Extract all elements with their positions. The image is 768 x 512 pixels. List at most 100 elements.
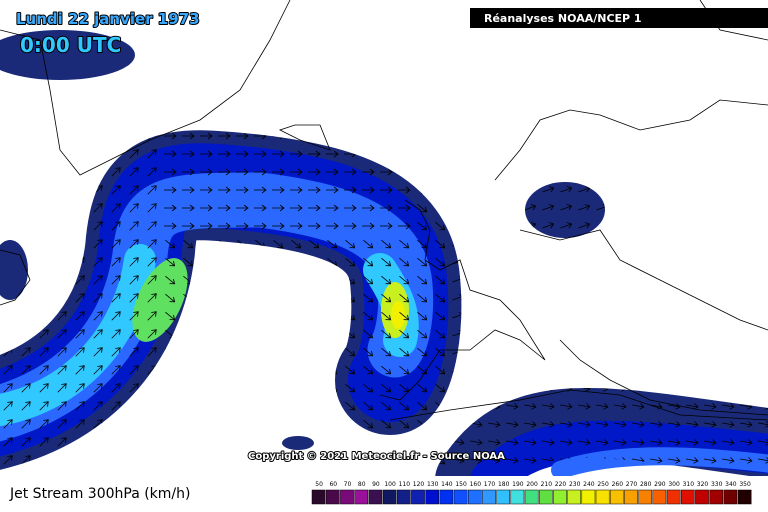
wind-arrow xyxy=(596,168,609,175)
wind-arrow xyxy=(326,150,339,158)
wind-arrow xyxy=(380,24,393,32)
wind-arrow xyxy=(93,347,103,357)
wind-arrow xyxy=(182,6,195,14)
wind-arrow xyxy=(506,403,519,410)
wind-arrow xyxy=(524,457,537,464)
wind-arrow xyxy=(686,439,699,446)
wind-arrow xyxy=(435,77,446,87)
wind-arrow xyxy=(75,203,85,213)
wind-arrow xyxy=(578,150,591,157)
wind-arrow xyxy=(524,385,537,392)
wind-arrow xyxy=(327,401,338,411)
wind-arrow xyxy=(345,455,356,465)
wind-arrow xyxy=(164,186,177,194)
wind-arrow xyxy=(488,222,501,229)
wind-arrow xyxy=(129,455,139,465)
wind-arrow xyxy=(560,258,573,265)
wind-arrow xyxy=(704,60,717,67)
wind-arrow xyxy=(57,383,67,393)
wind-arrow xyxy=(147,185,157,195)
wind-arrow xyxy=(291,419,302,429)
wind-arrow xyxy=(417,347,428,357)
wind-arrow xyxy=(57,23,67,33)
wind-arrow xyxy=(183,311,194,321)
wind-arrow xyxy=(488,421,501,428)
wind-arrow xyxy=(417,41,428,51)
wind-arrow xyxy=(650,276,663,283)
wind-arrow xyxy=(254,150,267,158)
wind-arrow xyxy=(452,258,465,265)
wind-arrow xyxy=(129,77,139,87)
wind-arrow xyxy=(542,403,555,410)
wind-arrow xyxy=(309,293,320,303)
wind-arrow xyxy=(614,312,627,319)
colorbar-swatch xyxy=(538,489,553,505)
wind-arrow xyxy=(686,366,699,373)
wind-arrow xyxy=(290,168,303,176)
wind-arrow xyxy=(3,455,13,465)
wind-arrow xyxy=(111,59,121,69)
wind-arrow xyxy=(254,222,267,230)
wind-arrow xyxy=(291,275,302,285)
wind-arrow xyxy=(488,204,501,211)
wind-arrow xyxy=(398,132,411,140)
wind-arrow xyxy=(147,203,157,213)
wind-arrow xyxy=(363,383,374,393)
wind-arrow xyxy=(650,312,663,319)
wind-arrow xyxy=(506,60,519,67)
wind-arrow xyxy=(255,365,266,375)
wind-arrow xyxy=(435,257,446,267)
wind-arrow xyxy=(704,348,717,355)
wind-arrow xyxy=(165,293,176,303)
wind-arrow xyxy=(39,419,49,429)
wind-arrow xyxy=(704,132,717,139)
colorbar-label: 170 xyxy=(484,481,496,488)
wind-arrow xyxy=(686,204,699,211)
wind-arrow xyxy=(344,114,357,122)
wind-arrow xyxy=(452,78,465,85)
wind-arrow xyxy=(201,275,212,285)
wind-arrow xyxy=(75,131,85,141)
wind-arrow xyxy=(524,114,537,121)
wind-arrow xyxy=(290,222,303,230)
wind-arrow xyxy=(291,311,302,321)
wind-arrow xyxy=(506,366,519,373)
wind-arrow xyxy=(93,185,103,195)
wind-arrow xyxy=(722,312,735,319)
wind-arrow xyxy=(470,60,483,67)
wind-arrow xyxy=(39,329,49,339)
wind-arrow xyxy=(362,78,375,86)
wind-arrow xyxy=(57,401,67,411)
wind-arrow xyxy=(183,275,194,285)
wind-arrow xyxy=(650,330,663,337)
wind-arrow xyxy=(363,257,374,267)
wind-arrow xyxy=(686,222,699,229)
colorbar-label: 110 xyxy=(399,481,411,488)
wind-arrow xyxy=(237,311,248,321)
wind-arrow xyxy=(39,311,49,321)
wind-arrow xyxy=(417,275,428,285)
wind-arrow xyxy=(3,221,13,231)
wind-arrow xyxy=(218,150,231,158)
wind-arrow xyxy=(111,275,121,285)
wind-arrow xyxy=(111,401,121,411)
wind-arrow xyxy=(219,365,230,375)
wind-arrow xyxy=(417,239,428,249)
wind-arrow xyxy=(632,258,645,265)
wind-arrow xyxy=(417,437,428,447)
wind-arrow xyxy=(399,347,410,357)
wind-arrow xyxy=(381,275,392,285)
colorbar-swatch xyxy=(354,489,369,505)
wind-arrow xyxy=(290,24,303,32)
wind-arrow xyxy=(21,419,31,429)
colorbar-swatch xyxy=(425,489,440,505)
wind-arrow xyxy=(362,168,375,176)
wind-arrow xyxy=(470,222,483,229)
wind-arrow xyxy=(39,239,49,249)
wind-arrow xyxy=(237,293,248,303)
wind-arrow xyxy=(236,150,249,158)
wind-arrow xyxy=(435,437,446,447)
wind-arrow xyxy=(57,203,67,213)
wind-arrow xyxy=(57,59,67,69)
wind-arrow xyxy=(380,186,393,194)
